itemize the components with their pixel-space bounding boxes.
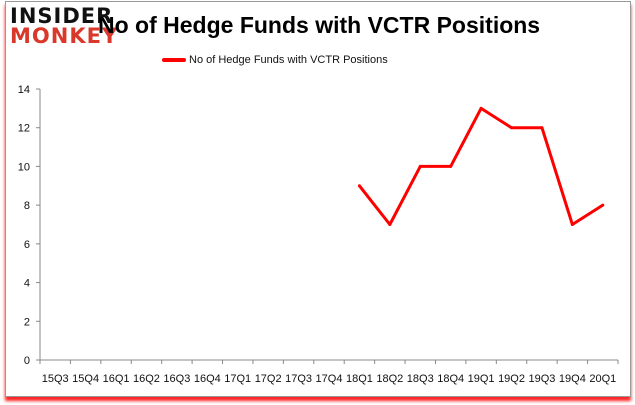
- data-point: [388, 223, 392, 226]
- series-line: [358, 106, 604, 226]
- y-tick-label: 12: [18, 123, 30, 135]
- x-tick-label: 17Q1: [224, 373, 251, 385]
- y-tick-label: 2: [24, 316, 30, 328]
- x-tick-label: 17Q3: [285, 373, 312, 385]
- x-tick-label: 16Q3: [163, 373, 190, 385]
- y-tick-label: 8: [24, 200, 30, 212]
- insider-monkey-logo: INSIDER MONKEY: [10, 4, 119, 48]
- legend-swatch: [162, 58, 186, 62]
- x-tick-label: 17Q4: [316, 373, 343, 385]
- x-tick-label: 19Q1: [468, 373, 495, 385]
- y-tick-label: 10: [18, 161, 30, 173]
- legend: No of Hedge Funds with VCTR Positions: [162, 54, 388, 66]
- data-point: [449, 164, 453, 168]
- x-tick-label: 19Q2: [498, 373, 525, 385]
- x-tick-label: 19Q4: [559, 373, 586, 385]
- x-tick-label: 16Q4: [194, 373, 221, 385]
- data-point: [601, 203, 605, 207]
- chart-frame: [5, 1, 631, 397]
- x-tick-label: 15Q4: [72, 373, 99, 385]
- y-tick-label: 4: [24, 278, 30, 290]
- x-tick-label: 19Q3: [528, 373, 555, 385]
- logo-line1: INSIDER: [10, 4, 114, 28]
- data-point: [510, 126, 514, 130]
- x-tick-label: 15Q3: [42, 373, 69, 385]
- legend-label: No of Hedge Funds with VCTR Positions: [189, 54, 388, 66]
- data-point: [540, 126, 544, 130]
- x-tick-label: 18Q1: [346, 373, 373, 385]
- y-tick-label: 14: [18, 84, 30, 96]
- x-tick-label: 18Q3: [407, 373, 434, 385]
- logo-line2: MONKEY: [10, 24, 119, 48]
- x-tick-label: 18Q4: [437, 373, 464, 385]
- x-tick-label: 18Q2: [376, 373, 403, 385]
- chart-title: No of Hedge Funds with VCTR Positions: [98, 12, 541, 38]
- data-point: [418, 164, 422, 168]
- data-point: [570, 223, 574, 226]
- x-tick-label: 20Q1: [589, 373, 616, 385]
- x-tick-label: 16Q2: [133, 373, 160, 385]
- data-point: [479, 106, 483, 110]
- y-tick-label: 0: [24, 355, 30, 367]
- y-tick-label: 6: [24, 239, 30, 251]
- data-point: [357, 184, 361, 188]
- x-tick-label: 16Q1: [103, 373, 130, 385]
- x-tick-label: 17Q2: [255, 373, 282, 385]
